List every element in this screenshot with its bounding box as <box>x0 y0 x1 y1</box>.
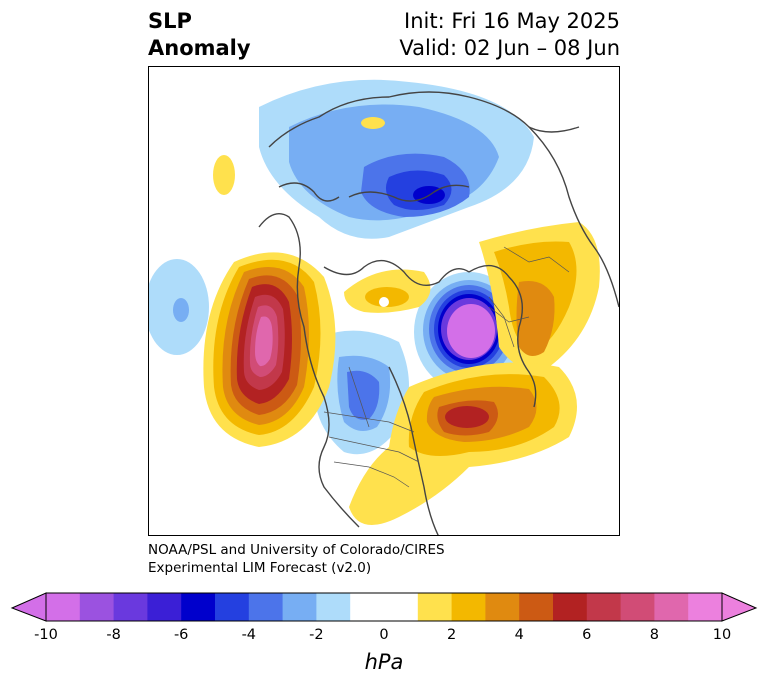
credit-line-1: NOAA/PSL and University of Colorado/CIRE… <box>148 542 445 558</box>
title-line-1: SLP <box>148 9 192 33</box>
colorbar-cell <box>181 593 216 621</box>
colorbar-tick-label: 6 <box>582 627 592 643</box>
colorbar-tick-label: 4 <box>514 627 524 643</box>
colorbar-tick-label: -2 <box>309 627 324 643</box>
anomaly-map <box>149 79 619 535</box>
contour-neg-central-3 <box>347 370 380 420</box>
coastlines <box>258 91 619 535</box>
contour-pos-polar-core <box>365 287 409 307</box>
colorbar-tick-label: -10 <box>34 627 58 643</box>
colorbar-cell <box>519 593 554 621</box>
colorbar-cell <box>451 593 486 621</box>
colorbar-cell <box>654 593 689 621</box>
colorbar-extend-low <box>10 592 47 622</box>
colorbar-unit-label: hPa <box>364 650 404 674</box>
colorbar-cell <box>147 593 182 621</box>
map-panel <box>148 66 620 536</box>
colorbar-tick-label: 10 <box>712 627 732 643</box>
credit-line-2: Experimental LIM Forecast (v2.0) <box>148 560 372 576</box>
colorbar-cell <box>248 593 284 621</box>
colorbar-cell <box>620 593 655 621</box>
colorbar-cell <box>485 593 520 621</box>
contour-pos-spot-top <box>361 117 385 129</box>
colorbar-tick-label: -6 <box>173 627 189 643</box>
colorbar-cell <box>688 593 723 621</box>
colorbar-cell <box>553 593 588 621</box>
colorbar-cell <box>46 593 81 621</box>
contour-pos-spot-nw <box>213 155 235 195</box>
contour-pos-pacific-core <box>255 316 273 367</box>
colorbar-cell <box>350 593 385 621</box>
colorbar-outline <box>45 592 723 622</box>
colorbar <box>10 592 758 622</box>
colorbar-cell <box>586 593 622 621</box>
title-line-2: Anomaly <box>148 36 251 60</box>
colorbar-cell <box>113 593 148 621</box>
map-title: SLP Anomaly <box>148 8 251 62</box>
credit-text: NOAA/PSL and University of Colorado/CIRE… <box>148 541 445 577</box>
contour-pos-asia-3 <box>516 281 555 356</box>
colorbar-extend-high <box>721 592 758 622</box>
colorbar-cell <box>417 593 453 621</box>
contour-neg-europe-core <box>447 304 495 358</box>
colorbar-tick-label: -8 <box>106 627 121 643</box>
colorbar-cell <box>316 593 351 621</box>
contour-neg-pacific-core <box>173 298 189 322</box>
colorbar-cell <box>215 593 250 621</box>
contour-zero-spot <box>379 297 389 307</box>
colorbar-cell <box>384 593 419 621</box>
valid-range: Valid: 02 Jun – 08 Jun <box>399 36 620 60</box>
colorbar-tick-label: -4 <box>241 627 257 643</box>
contour-pos-atlantic-core <box>445 406 489 428</box>
colorbar-cell <box>282 593 317 621</box>
init-date: Init: Fri 16 May 2025 <box>404 9 620 33</box>
borders <box>323 246 570 488</box>
forecast-dates: Init: Fri 16 May 2025 Valid: 02 Jun – 08… <box>399 8 620 62</box>
colorbar-tick-label: 0 <box>379 627 389 643</box>
colorbar-tick-label: 8 <box>649 627 660 643</box>
colorbar-cell <box>79 593 115 621</box>
colorbar-tick-label: 2 <box>446 627 457 643</box>
